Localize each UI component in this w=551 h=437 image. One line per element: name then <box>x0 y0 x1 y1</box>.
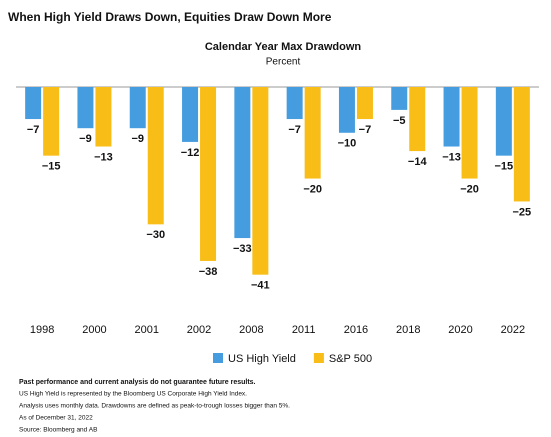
x-tick-label: 2000 <box>82 324 106 336</box>
data-label: −10 <box>338 138 357 150</box>
bar <box>252 87 269 275</box>
bar <box>25 87 42 120</box>
data-label: −25 <box>513 206 532 218</box>
legend-swatch <box>213 353 223 363</box>
bar <box>147 87 164 225</box>
data-label: −5 <box>393 115 406 127</box>
data-label: −38 <box>199 266 218 278</box>
bar <box>200 87 217 261</box>
data-label: −7 <box>288 124 301 136</box>
bar <box>338 87 355 133</box>
x-tick-label: 2018 <box>396 324 420 336</box>
bar <box>391 87 408 110</box>
data-label: −41 <box>251 280 270 292</box>
footnote: Source: Bloomberg and AB <box>19 427 97 434</box>
bar <box>129 87 146 129</box>
bar <box>43 87 60 156</box>
y-axis-label: Percent <box>266 57 301 68</box>
data-label: −33 <box>233 243 252 255</box>
bar <box>77 87 94 129</box>
data-label: −15 <box>42 161 61 173</box>
data-label: −7 <box>359 124 372 136</box>
data-label: −20 <box>303 183 322 195</box>
data-label: −30 <box>146 229 165 241</box>
x-tick-label: 2008 <box>239 324 263 336</box>
bar <box>356 87 373 120</box>
x-tick-label: 2001 <box>135 324 159 336</box>
x-tick-label: 2002 <box>187 324 211 336</box>
bar <box>495 87 512 156</box>
bar <box>409 87 426 152</box>
data-label: −7 <box>27 124 40 136</box>
chart-title: When High Yield Draws Down, Equities Dra… <box>8 10 332 24</box>
x-tick-label: 2016 <box>344 324 368 336</box>
legend-label: US High Yield <box>228 353 296 365</box>
footnote: As of December 31, 2022 <box>19 415 93 422</box>
data-label: −20 <box>460 183 479 195</box>
data-label: −9 <box>79 133 92 145</box>
bar <box>461 87 478 179</box>
footnote: Analysis uses monthly data. Drawdowns ar… <box>19 403 290 410</box>
bar <box>95 87 112 147</box>
x-tick-label: 2020 <box>448 324 472 336</box>
bar <box>286 87 303 120</box>
bar <box>513 87 530 202</box>
bar <box>182 87 199 142</box>
data-label: −9 <box>131 133 144 145</box>
chart-subtitle: Calendar Year Max Drawdown <box>205 41 362 53</box>
bar <box>304 87 321 179</box>
footnote: US High Yield is represented by the Bloo… <box>19 391 247 398</box>
data-label: −15 <box>495 161 514 173</box>
footnote: Past performance and current analysis do… <box>19 379 256 386</box>
x-tick-label: 2011 <box>292 324 316 336</box>
data-label: −14 <box>408 156 428 168</box>
x-tick-label: 2022 <box>501 324 525 336</box>
data-label: −13 <box>442 151 461 163</box>
bar <box>443 87 460 147</box>
bar <box>234 87 251 239</box>
data-label: −12 <box>181 147 200 159</box>
legend-swatch <box>313 353 324 363</box>
data-label: −13 <box>94 151 113 163</box>
x-tick-label: 1998 <box>30 324 54 336</box>
legend-label: S&P 500 <box>329 353 372 365</box>
